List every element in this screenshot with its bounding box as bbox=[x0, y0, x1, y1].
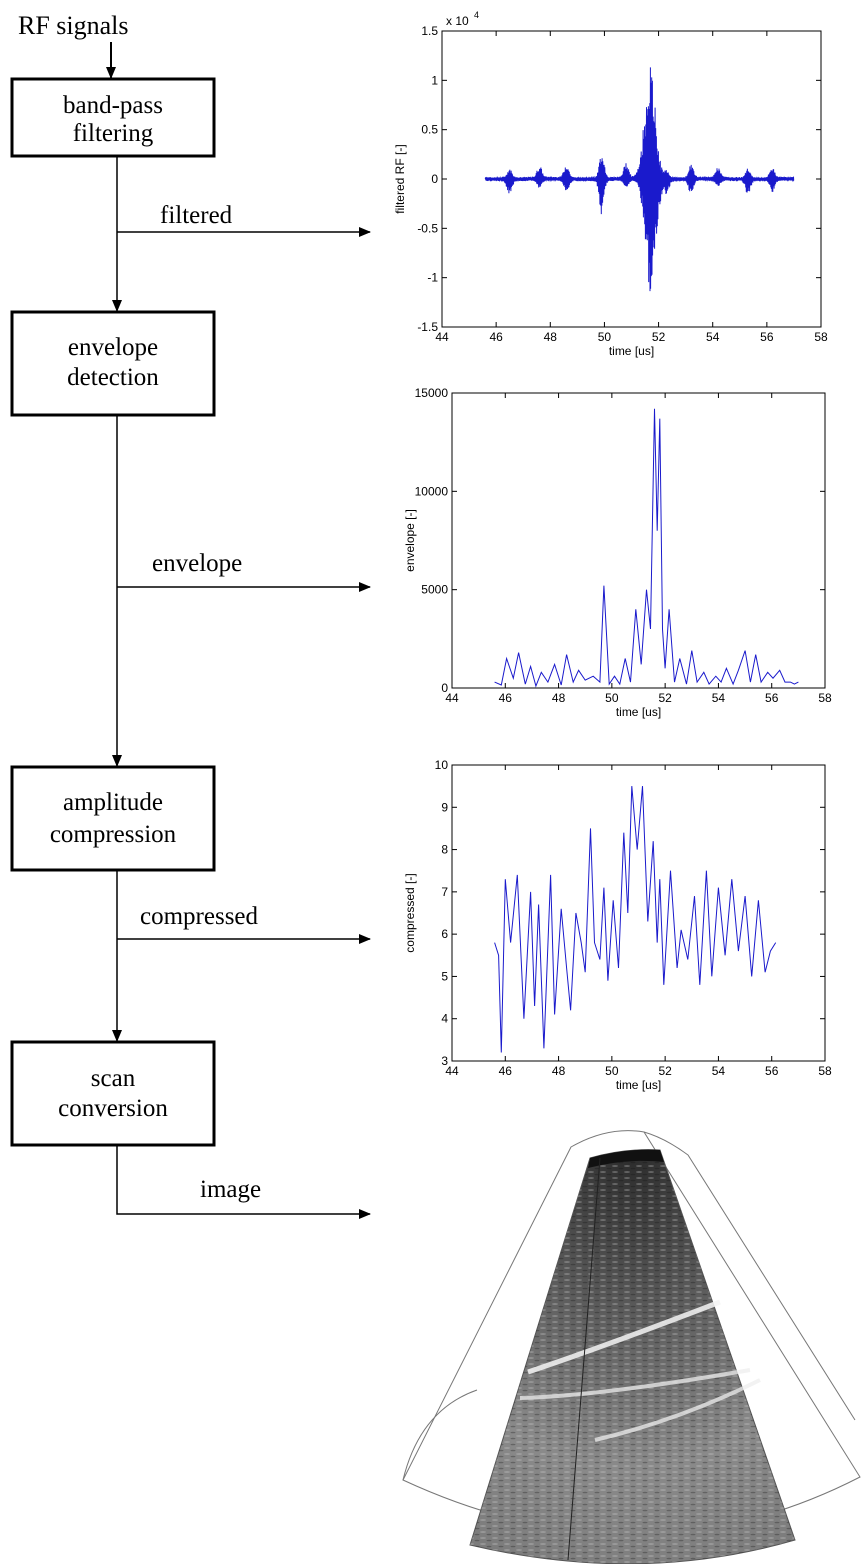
x-tick-label: 58 bbox=[818, 1064, 832, 1078]
series-line bbox=[494, 408, 799, 688]
x-tick-label: 56 bbox=[765, 1064, 779, 1078]
x-tick-label: 52 bbox=[658, 1064, 672, 1078]
x-tick-label: 44 bbox=[435, 330, 449, 344]
y-tick-label: 0.5 bbox=[421, 123, 438, 137]
x-tick-label: 54 bbox=[706, 330, 720, 344]
y-tick-label: 6 bbox=[441, 927, 448, 941]
x-tick-label: 52 bbox=[658, 691, 672, 705]
block-envelope-line2: detection bbox=[67, 364, 159, 391]
x-tick-label: 50 bbox=[605, 1064, 619, 1078]
x-tick-label: 52 bbox=[652, 330, 666, 344]
plot-frame bbox=[451, 392, 826, 689]
block-bandpass: band-pass filtering bbox=[10, 77, 216, 158]
y-tick-label: -1.5 bbox=[417, 320, 438, 334]
label-envelope: envelope bbox=[152, 550, 242, 577]
x-tick-label: 48 bbox=[552, 691, 566, 705]
series-line bbox=[484, 67, 795, 292]
block-bandpass-line1: band-pass bbox=[63, 92, 163, 119]
transducer-band bbox=[588, 1149, 664, 1168]
y-exponent-power: 4 bbox=[474, 10, 479, 20]
x-tick-label: 44 bbox=[445, 1064, 459, 1078]
x-tick-label: 48 bbox=[552, 1064, 566, 1078]
block-compression-line2: compression bbox=[50, 821, 177, 848]
label-compressed: compressed bbox=[140, 903, 259, 930]
sector-speckle bbox=[470, 1149, 795, 1564]
y-tick-label: 1.5 bbox=[421, 24, 438, 38]
y-tick-label: 9 bbox=[441, 800, 448, 814]
block-bandpass-line2: filtering bbox=[73, 120, 154, 147]
x-tick-label: 50 bbox=[598, 330, 612, 344]
arrow-image bbox=[116, 1146, 371, 1219]
y-tick-label: 5000 bbox=[421, 583, 448, 597]
y-tick-label: 3 bbox=[441, 1054, 448, 1068]
y-tick-label: 4 bbox=[441, 1012, 448, 1026]
y-tick-label: 8 bbox=[441, 843, 448, 857]
y-tick-label: 1 bbox=[431, 73, 438, 87]
y-tick-label: 0 bbox=[431, 172, 438, 186]
x-tick-label: 46 bbox=[489, 330, 503, 344]
x-tick-label: 48 bbox=[544, 330, 558, 344]
y-axis-label: envelope [-] bbox=[403, 509, 417, 572]
y-tick-label: -1 bbox=[427, 271, 438, 285]
x-tick-label: 54 bbox=[712, 691, 726, 705]
plot-frame bbox=[451, 764, 826, 1062]
x-tick-label: 50 bbox=[605, 691, 619, 705]
y-tick-label: 10000 bbox=[415, 484, 449, 498]
y-tick-label: -0.5 bbox=[417, 221, 438, 235]
y-tick-label: 15000 bbox=[415, 386, 449, 400]
chart-filtered-rf: 44 46 48 50 52 54 56 58 -1.5 -1 -0.5 0 0.5 1 1.5 time [… bbox=[393, 10, 828, 358]
y-tick-label: 0 bbox=[441, 681, 448, 695]
x-tick-label: 46 bbox=[499, 691, 513, 705]
block-compression: amplitude compression bbox=[10, 765, 216, 872]
y-tick-label: 10 bbox=[435, 758, 449, 772]
block-compression-line1: amplitude bbox=[63, 789, 163, 816]
x-tick-label: 58 bbox=[814, 330, 828, 344]
y-exponent-label: x 10 bbox=[446, 14, 469, 28]
block-scan-line1: scan bbox=[91, 1065, 136, 1092]
label-image: image bbox=[200, 1176, 261, 1203]
reflector-lower bbox=[519, 1368, 761, 1442]
block-scan-line2: conversion bbox=[58, 1095, 168, 1122]
y-tick-label: 5 bbox=[441, 969, 448, 983]
x-axis-label: time [us] bbox=[616, 1078, 661, 1092]
x-axis-label: time [us] bbox=[616, 705, 661, 719]
series-line bbox=[494, 786, 777, 1053]
chart-envelope: 44 46 48 50 52 54 56 58 0 5000 10000 15000 time [us]… bbox=[403, 386, 832, 719]
y-axis-label: compressed [-] bbox=[403, 873, 417, 952]
sector-frame-inner-arc bbox=[402, 1389, 478, 1481]
input-label: RF signals bbox=[18, 11, 129, 40]
sector-frame-inner-edge bbox=[643, 1131, 856, 1421]
x-tick-label: 54 bbox=[712, 1064, 726, 1078]
x-axis-label: time [us] bbox=[609, 344, 654, 358]
x-tick-label: 46 bbox=[499, 1064, 513, 1078]
reflector-upper bbox=[527, 1299, 721, 1375]
ultrasound-image bbox=[402, 1130, 861, 1564]
y-tick-label: 7 bbox=[441, 885, 448, 899]
x-tick-label: 58 bbox=[818, 691, 832, 705]
x-tick-label: 56 bbox=[765, 691, 779, 705]
block-scan: scan conversion bbox=[10, 1040, 216, 1147]
scan-line-marker bbox=[567, 1157, 601, 1561]
y-axis-label: filtered RF [-] bbox=[393, 144, 407, 213]
x-tick-label: 44 bbox=[445, 691, 459, 705]
block-envelope: envelope detection bbox=[10, 310, 216, 417]
x-tick-label: 56 bbox=[760, 330, 774, 344]
label-filtered: filtered bbox=[160, 202, 233, 229]
block-envelope-line1: envelope bbox=[68, 334, 158, 361]
